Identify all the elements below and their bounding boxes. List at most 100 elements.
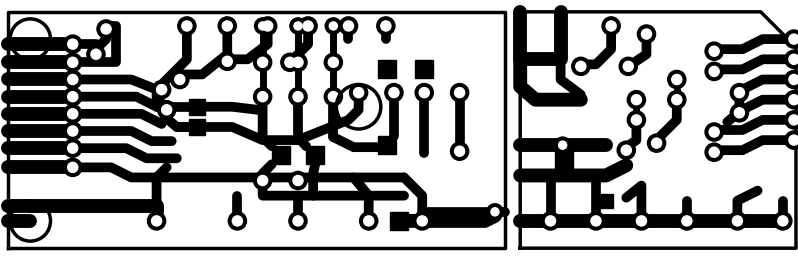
- Circle shape: [258, 92, 267, 102]
- Circle shape: [730, 104, 749, 122]
- Circle shape: [328, 92, 338, 102]
- Circle shape: [254, 171, 272, 190]
- Circle shape: [415, 83, 433, 102]
- Circle shape: [789, 74, 798, 85]
- Circle shape: [455, 88, 464, 98]
- Circle shape: [631, 95, 642, 105]
- Circle shape: [729, 212, 746, 230]
- Circle shape: [324, 88, 342, 106]
- Circle shape: [587, 212, 605, 230]
- Circle shape: [672, 95, 681, 105]
- Circle shape: [152, 81, 171, 99]
- Circle shape: [255, 18, 271, 34]
- Circle shape: [785, 50, 798, 68]
- Circle shape: [222, 56, 232, 66]
- Circle shape: [734, 108, 745, 118]
- Circle shape: [785, 70, 798, 89]
- Circle shape: [541, 212, 559, 230]
- Circle shape: [487, 204, 503, 220]
- Circle shape: [668, 70, 685, 89]
- Circle shape: [289, 212, 307, 230]
- Circle shape: [152, 216, 162, 226]
- Circle shape: [289, 171, 307, 190]
- Circle shape: [705, 62, 723, 81]
- Circle shape: [705, 143, 723, 161]
- Circle shape: [642, 29, 651, 39]
- Circle shape: [360, 212, 377, 230]
- Circle shape: [64, 139, 82, 157]
- Circle shape: [178, 17, 196, 35]
- Circle shape: [636, 216, 646, 226]
- Circle shape: [148, 212, 166, 230]
- Circle shape: [789, 115, 798, 125]
- Circle shape: [156, 84, 167, 95]
- Circle shape: [254, 53, 272, 72]
- Circle shape: [789, 54, 798, 64]
- Circle shape: [632, 212, 650, 230]
- Circle shape: [733, 216, 742, 226]
- Circle shape: [258, 176, 267, 186]
- Circle shape: [299, 17, 317, 35]
- Circle shape: [789, 34, 798, 44]
- Circle shape: [451, 142, 468, 160]
- Circle shape: [591, 216, 601, 226]
- Circle shape: [785, 111, 798, 129]
- Circle shape: [254, 88, 272, 106]
- Circle shape: [571, 57, 590, 75]
- Circle shape: [64, 158, 82, 177]
- Circle shape: [222, 21, 232, 31]
- Circle shape: [602, 17, 620, 35]
- Circle shape: [619, 57, 638, 75]
- Circle shape: [774, 212, 792, 230]
- Circle shape: [293, 57, 303, 67]
- Bar: [189, 99, 205, 115]
- Circle shape: [218, 17, 236, 35]
- Circle shape: [218, 52, 236, 70]
- Circle shape: [101, 24, 111, 34]
- Circle shape: [546, 216, 555, 226]
- Circle shape: [617, 141, 635, 159]
- Circle shape: [364, 216, 373, 226]
- Circle shape: [64, 53, 82, 72]
- Circle shape: [789, 95, 798, 105]
- Circle shape: [343, 21, 354, 31]
- Circle shape: [705, 123, 723, 141]
- Circle shape: [326, 18, 342, 34]
- Circle shape: [576, 61, 586, 72]
- Bar: [555, 151, 573, 170]
- Circle shape: [68, 143, 77, 153]
- Circle shape: [64, 105, 82, 123]
- Circle shape: [68, 162, 77, 172]
- Circle shape: [709, 147, 719, 157]
- Circle shape: [228, 212, 247, 230]
- Circle shape: [281, 53, 299, 72]
- Bar: [189, 119, 205, 135]
- Circle shape: [290, 18, 306, 34]
- Circle shape: [559, 141, 567, 149]
- Bar: [390, 212, 408, 230]
- Circle shape: [259, 17, 277, 35]
- Circle shape: [259, 22, 267, 30]
- Bar: [415, 60, 433, 79]
- Circle shape: [328, 57, 338, 67]
- Circle shape: [789, 135, 798, 145]
- Circle shape: [68, 92, 77, 102]
- Circle shape: [162, 105, 172, 115]
- Circle shape: [293, 176, 303, 186]
- Circle shape: [232, 216, 243, 226]
- Circle shape: [491, 208, 499, 216]
- Circle shape: [651, 138, 662, 148]
- Circle shape: [606, 21, 616, 31]
- Bar: [377, 60, 396, 79]
- Circle shape: [389, 88, 399, 98]
- Circle shape: [681, 216, 692, 226]
- Circle shape: [258, 57, 267, 67]
- Circle shape: [350, 83, 368, 102]
- Circle shape: [294, 22, 302, 30]
- Circle shape: [451, 83, 468, 102]
- Circle shape: [647, 134, 666, 152]
- Circle shape: [678, 212, 696, 230]
- Circle shape: [385, 83, 403, 102]
- Circle shape: [672, 74, 681, 85]
- Circle shape: [419, 88, 429, 98]
